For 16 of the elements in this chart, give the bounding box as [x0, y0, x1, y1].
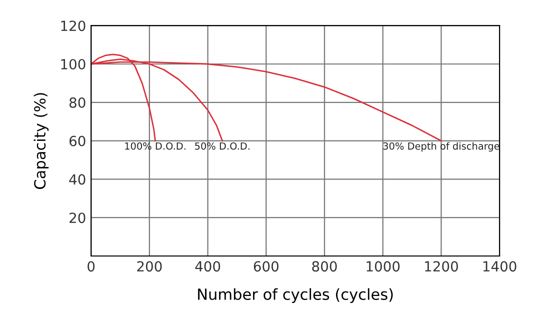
y-axis-title: Capacity (%): [34, 93, 49, 189]
y-tick-label: 40: [69, 174, 86, 185]
x-axis-title: Number of cycles (cycles): [198, 288, 393, 303]
x-tick-label: 1000: [366, 261, 400, 272]
y-tick-label: 60: [70, 136, 86, 146]
y-tick-label: 120: [61, 20, 86, 32]
x-tick-label: 1400: [483, 261, 516, 272]
y-tick-label: 20: [70, 212, 86, 224]
x-tick-label: 200: [137, 261, 162, 272]
x-tick-label: 800: [312, 261, 337, 272]
y-tick-label: 100: [61, 58, 86, 70]
x-tick-label: 0: [88, 261, 95, 272]
x-tick-label: 400: [195, 261, 220, 272]
y-tick-label: 80: [69, 97, 86, 108]
x-tick-label: 600: [254, 261, 278, 272]
x-tick-label: 1200: [425, 261, 458, 272]
